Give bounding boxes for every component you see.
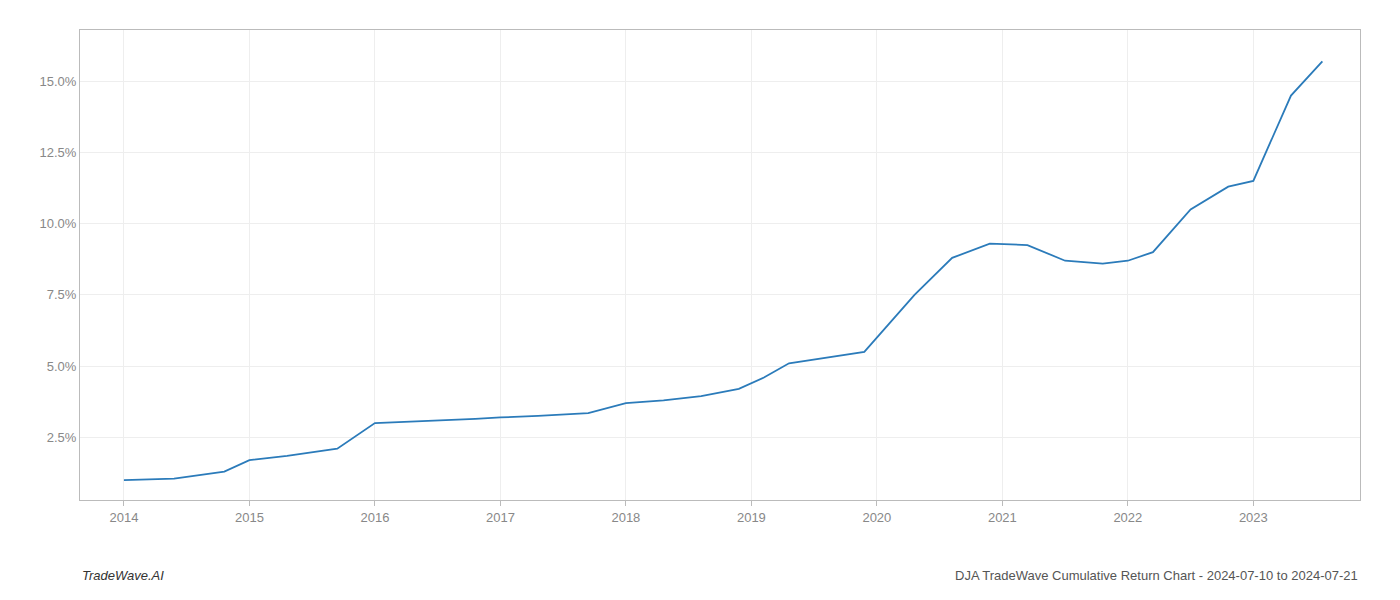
svg-text:2015: 2015 — [235, 510, 264, 525]
svg-text:12.5%: 12.5% — [40, 145, 77, 160]
svg-text:2017: 2017 — [486, 510, 515, 525]
svg-text:10.0%: 10.0% — [40, 216, 77, 231]
svg-text:DJA TradeWave Cumulative Retur: DJA TradeWave Cumulative Return Chart - … — [955, 568, 1358, 583]
svg-text:2021: 2021 — [988, 510, 1017, 525]
svg-text:5.0%: 5.0% — [47, 359, 77, 374]
svg-text:2022: 2022 — [1113, 510, 1142, 525]
svg-text:7.5%: 7.5% — [47, 287, 77, 302]
svg-text:2023: 2023 — [1239, 510, 1268, 525]
svg-text:15.0%: 15.0% — [40, 74, 77, 89]
svg-text:2019: 2019 — [737, 510, 766, 525]
svg-text:2018: 2018 — [611, 510, 640, 525]
svg-text:2020: 2020 — [862, 510, 891, 525]
svg-text:2.5%: 2.5% — [47, 430, 77, 445]
svg-text:2016: 2016 — [360, 510, 389, 525]
svg-text:TradeWave.AI: TradeWave.AI — [82, 568, 164, 583]
svg-text:2014: 2014 — [109, 510, 138, 525]
